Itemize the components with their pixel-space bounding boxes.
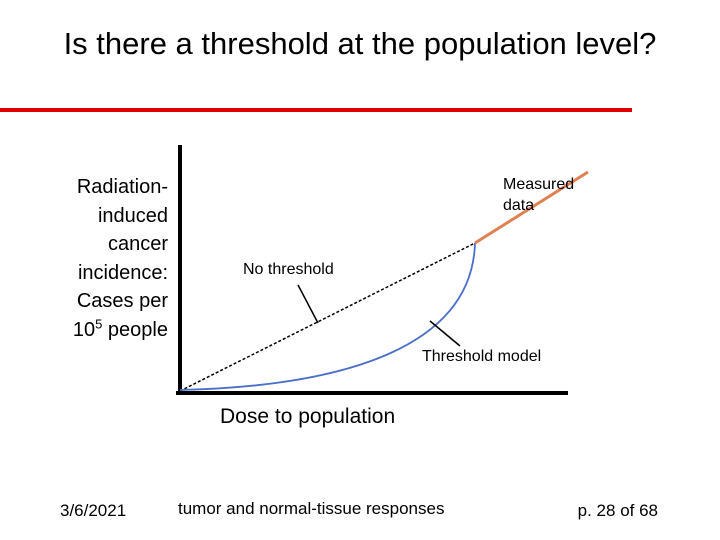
pointer <box>429 320 461 347</box>
slide-title: Is there a threshold at the population l… <box>63 26 657 61</box>
pointer <box>297 284 319 324</box>
y-label-line: incidence: <box>77 261 168 284</box>
annotation: No threshold <box>243 261 334 278</box>
x-axis-label: Dose to population <box>220 405 395 428</box>
annotation: Threshold model <box>422 348 541 365</box>
y-label-text: people <box>102 318 168 341</box>
footer-date: 3/6/2021 <box>60 501 126 520</box>
y-axis-label: Radiation-induced cancer incidence: Cases p… <box>73 173 168 344</box>
y-label-text: 10 <box>72 318 96 341</box>
threshold-curve <box>179 242 476 391</box>
y-label-line: cancer <box>107 233 168 255</box>
annotation: Measured data <box>503 176 574 214</box>
footer-page: p. 28 of 68 <box>578 501 658 520</box>
y-label-line: 105 people <box>73 316 168 345</box>
no-threshold-line <box>179 242 476 392</box>
measured-line <box>474 170 589 245</box>
footer-center: tumor and normal-tissue responses <box>178 499 444 518</box>
y-label-line: Cases per <box>76 290 168 312</box>
y-label-line: Radiation- <box>76 176 168 198</box>
y-label-line: induced <box>97 204 168 227</box>
y-label-superscript: 5 <box>95 315 103 331</box>
